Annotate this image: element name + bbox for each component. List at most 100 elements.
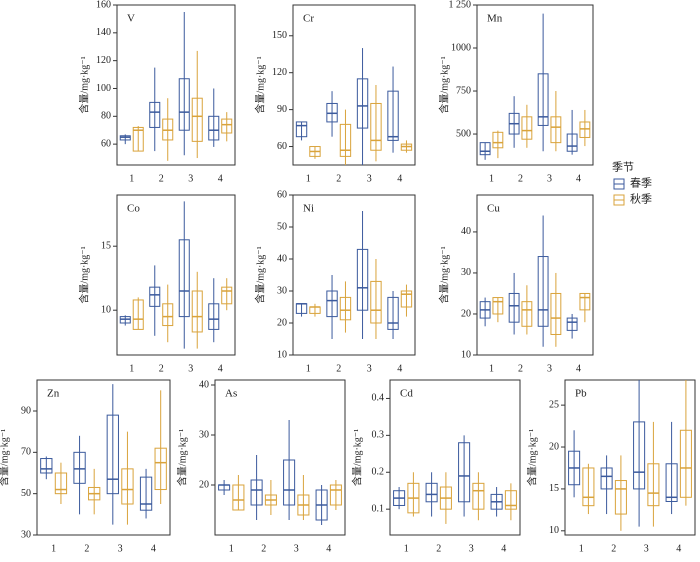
y-tick-label: 50 (277, 221, 287, 232)
panel-label: As (225, 388, 237, 400)
box (579, 121, 591, 138)
x-tick-label: 4 (151, 543, 156, 554)
box (550, 292, 562, 335)
box (550, 116, 562, 144)
panel-label: V (127, 13, 135, 25)
x-tick-label: 3 (367, 173, 372, 184)
y-tick-label: 150 (272, 30, 287, 41)
panel-frame (116, 194, 236, 356)
box (54, 472, 68, 495)
box (191, 290, 203, 333)
x-tick-label: 1 (229, 543, 234, 554)
y-tick-label: 70 (21, 447, 31, 458)
y-axis-label: 含量/mg·kg⁻¹ (350, 429, 363, 486)
x-tick-label: 1 (404, 543, 409, 554)
x-tick-label: 4 (218, 363, 223, 374)
box (221, 286, 233, 305)
panel-frame (116, 4, 236, 166)
y-tick-label: 1000 (451, 42, 471, 53)
x-tick-label: 3 (547, 363, 552, 374)
box (566, 317, 578, 331)
y-tick-label: 25 (549, 399, 559, 410)
box (295, 121, 308, 138)
box (339, 123, 352, 157)
y-tick-label: 90 (277, 104, 287, 115)
x-tick-label: 1 (489, 173, 494, 184)
y-axis-label: 含量/mg·kg⁻¹ (175, 429, 188, 486)
box (283, 459, 296, 506)
x-tick-label: 2 (336, 173, 341, 184)
box (387, 296, 399, 330)
box (579, 292, 591, 311)
y-tick-label: 100 (96, 83, 111, 94)
panel-label: Mn (487, 13, 503, 25)
legend-label: 秋季 (630, 192, 652, 206)
x-tick-label: 2 (611, 543, 616, 554)
box (132, 299, 144, 330)
panel-label: Cu (487, 203, 500, 215)
y-tick-label: 500 (456, 128, 471, 139)
x-tick-label: 1 (579, 543, 584, 554)
box (537, 73, 549, 126)
box (162, 303, 174, 327)
y-tick-label: 120 (272, 67, 287, 78)
box (73, 451, 86, 484)
x-tick-label: 1 (489, 363, 494, 374)
y-tick-label: 15 (101, 240, 111, 251)
x-tick-label: 2 (336, 363, 341, 374)
x-tick-label: 3 (469, 543, 474, 554)
y-axis-label: 含量/mg·kg⁻¹ (77, 246, 90, 303)
x-tick-label: 2 (518, 173, 523, 184)
y-tick-label: 140 (96, 27, 111, 38)
x-tick-label: 3 (294, 543, 299, 554)
box (178, 239, 190, 318)
box (370, 102, 382, 151)
y-tick-label: 40 (461, 226, 471, 237)
y-axis-label: 含量/mg·kg⁻¹ (0, 429, 10, 486)
y-tick-label: 0.4 (372, 393, 385, 404)
legend-title: 季节 (612, 161, 634, 174)
y-tick-label: 15 (549, 483, 559, 494)
y-tick-label: 0.3 (372, 430, 385, 441)
y-axis-label: 含量/mg·kg⁻¹ (437, 246, 450, 303)
y-tick-label: 160 (96, 0, 111, 10)
x-tick-label: 2 (436, 543, 441, 554)
box (458, 442, 471, 503)
x-tick-label: 2 (159, 173, 164, 184)
box (208, 115, 220, 141)
panel-frame (476, 194, 594, 356)
panel-frame (564, 379, 696, 536)
box (149, 286, 161, 307)
box (178, 78, 190, 131)
box (329, 484, 342, 506)
x-tick-label: 1 (306, 173, 311, 184)
x-tick-label: 4 (397, 363, 402, 374)
y-axis-label: 含量/mg·kg⁻¹ (77, 56, 90, 113)
x-tick-label: 2 (84, 543, 89, 554)
box (504, 490, 517, 510)
x-tick-label: 4 (218, 173, 223, 184)
box (40, 458, 53, 474)
y-axis-label: 含量/mg·kg⁻¹ (525, 429, 538, 486)
x-tick-label: 4 (397, 173, 402, 184)
box (326, 290, 338, 318)
x-tick-label: 4 (326, 543, 331, 554)
box (250, 479, 263, 506)
y-axis-label: 含量/mg·kg⁻¹ (253, 246, 266, 303)
x-tick-label: 2 (518, 363, 523, 374)
y-tick-label: 30 (461, 267, 471, 278)
y-tick-label: 40 (277, 253, 287, 264)
x-tick-label: 3 (188, 173, 193, 184)
box (370, 280, 382, 324)
y-tick-label: 30 (277, 285, 287, 296)
box (139, 476, 153, 511)
y-axis-label: 含量/mg·kg⁻¹ (253, 56, 266, 113)
y-tick-label: 10 (549, 525, 559, 536)
y-tick-label: 0.2 (372, 467, 385, 478)
x-tick-label: 2 (261, 543, 266, 554)
panel-label: Ni (303, 203, 314, 215)
box (387, 90, 399, 141)
x-tick-label: 3 (367, 363, 372, 374)
y-tick-label: 20 (199, 479, 209, 490)
